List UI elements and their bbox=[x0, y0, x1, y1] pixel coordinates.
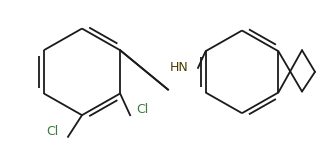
Text: Cl: Cl bbox=[136, 103, 148, 116]
Text: HN: HN bbox=[170, 61, 189, 74]
Text: Cl: Cl bbox=[46, 125, 58, 138]
